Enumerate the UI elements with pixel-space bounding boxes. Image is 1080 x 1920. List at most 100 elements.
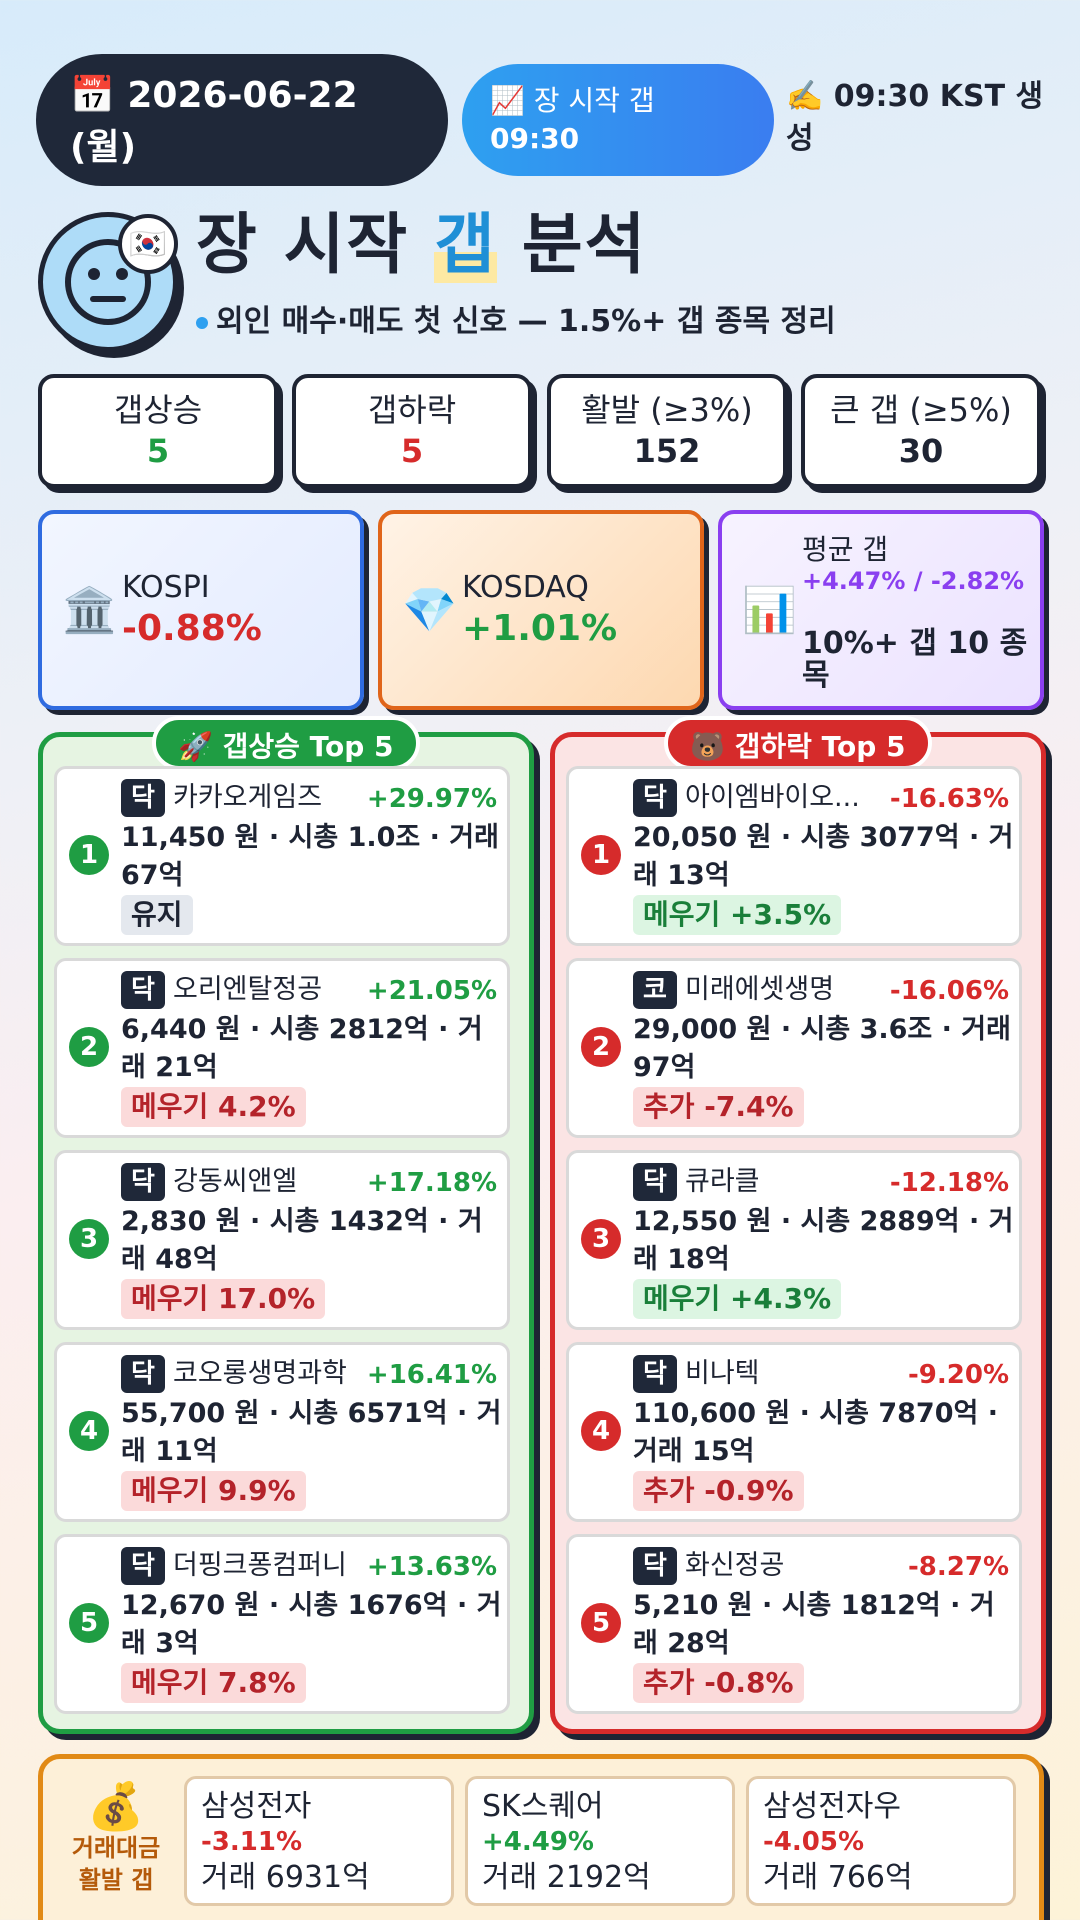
market-badge: 닥: [121, 971, 165, 1009]
gap-down-item: 3 닥 큐라클 -12.18% 12,550 원 · 시총 2889억 · 거래…: [566, 1150, 1022, 1330]
date-text: 📅 2026-06-22 (월): [70, 75, 358, 168]
gap-up-item: 1 닥 카카오게임즈 +29.97% 11,450 원 · 시총 1.0조 · …: [54, 766, 510, 946]
rank-badge: 3: [581, 1219, 621, 1259]
volume-stock-pct: +4.49%: [482, 1827, 594, 1857]
stat-label: 갭하락: [367, 391, 457, 429]
stat-gap-up: 갭상승 5: [38, 374, 278, 488]
stat-value: 5: [146, 432, 170, 470]
market-badge: 닥: [121, 1547, 165, 1585]
stock-info: 11,450 원 · 시총 1.0조 · 거래 67억: [121, 822, 499, 891]
status-chip: 메우기 17.0%: [121, 1279, 326, 1319]
gap-label: 📈 장 시작 갭: [490, 84, 655, 117]
stock-info: 6,440 원 · 시총 2812억 · 거래 21억: [121, 1014, 483, 1083]
avg-gap-value: +4.47% / -2.82%: [802, 567, 1025, 595]
stat-value: 5: [400, 432, 424, 470]
stock-gap-pct: -12.18%: [889, 1168, 1009, 1198]
stock-gap-pct: -9.20%: [908, 1360, 1009, 1390]
volume-label-line2: 활발 갭: [78, 1866, 154, 1894]
kosdaq-card: 💎 KOSDAQ +1.01%: [378, 510, 704, 710]
volume-label-line1: 거래대금: [71, 1834, 161, 1862]
gap-down-item: 2 코 미래에셋생명 -16.06% 29,000 원 · 시총 3.6조 · …: [566, 958, 1022, 1138]
gap-down-item: 4 닥 비나텍 -9.20% 110,600 원 · 시총 7870억 · 거래…: [566, 1342, 1022, 1522]
gap-up-item: 4 닥 코오롱생명과학 +16.41% 55,700 원 · 시총 6571억 …: [54, 1342, 510, 1522]
kospi-change: -0.88%: [122, 608, 262, 649]
volume-stock-volume: 거래 6931억: [201, 1860, 370, 1895]
stock-info: 20,050 원 · 시총 3077억 · 거래 13억: [633, 822, 1014, 891]
stock-gap-pct: -8.27%: [908, 1552, 1009, 1582]
stat-value: 152: [633, 432, 701, 470]
rank-badge: 4: [581, 1411, 621, 1451]
stock-name: 화신정공: [685, 1550, 785, 1581]
stock-name: 더핑크퐁컴퍼니: [173, 1550, 347, 1581]
volume-stock-volume: 거래 766억: [763, 1860, 913, 1895]
gap-up-item: 5 닥 더핑크퐁컴퍼니 +13.63% 12,670 원 · 시총 1676억 …: [54, 1534, 510, 1714]
kospi-card: 🏛️ KOSPI -0.88%: [38, 510, 364, 710]
volume-item: 삼성전자우 -4.05% 거래 766억: [746, 1776, 1016, 1906]
rank-badge: 2: [69, 1027, 109, 1067]
stock-name: 코오롱생명과학: [173, 1358, 347, 1389]
gap-time-pill: 📈 장 시작 갭 09:30: [462, 64, 774, 176]
avg-gap-label: 평균 갭: [802, 533, 889, 566]
rank-badge: 3: [69, 1219, 109, 1259]
stock-gap-pct: +29.97%: [366, 784, 497, 814]
bullet-dot-icon: [196, 316, 208, 329]
status-chip: 메우기 4.2%: [121, 1087, 306, 1127]
stock-name: 아이엠바이오...: [685, 782, 860, 813]
stock-gap-pct: +17.18%: [366, 1168, 497, 1198]
bank-icon: 🏛️: [62, 585, 117, 636]
stock-gap-pct: -16.06%: [889, 976, 1009, 1006]
stat-big-gap: 큰 갭 (≥5%) 30: [801, 374, 1041, 488]
stock-name: 강동씨앤엘: [173, 1166, 298, 1197]
subtitle-text: 외인 매수·매도 첫 신호 — 1.5%+ 갭 종목 정리: [216, 304, 836, 339]
gap-down-title: 🐻 갭하락 Top 5: [664, 716, 932, 770]
rank-badge: 5: [69, 1603, 109, 1643]
stat-gap-down: 갭하락 5: [292, 374, 532, 488]
status-chip: 메우기 +4.3%: [633, 1279, 842, 1319]
gap-up-item: 2 닥 오리엔탈정공 +21.05% 6,440 원 · 시총 2812억 · …: [54, 958, 510, 1138]
volume-stock-pct: -3.11%: [201, 1827, 302, 1857]
market-badge: 닥: [121, 1163, 165, 1201]
volume-item: SK스퀘어 +4.49% 거래 2192억: [465, 1776, 735, 1906]
status-chip: 메우기 9.9%: [121, 1471, 306, 1511]
stock-info: 110,600 원 · 시총 7870억 · 거래 15억: [633, 1398, 998, 1467]
avg-gap-note: 10%+ 갭 10 종목: [802, 626, 1028, 693]
money-bag-icon: 💰: [87, 1779, 145, 1833]
market-badge: 코: [633, 971, 677, 1009]
status-chip: 메우기 +3.5%: [633, 895, 842, 935]
status-chip: 유지: [121, 895, 193, 935]
volume-stock-volume: 거래 2192억: [482, 1860, 651, 1895]
gap-time: 09:30: [490, 122, 580, 155]
market-badge: 닥: [633, 1355, 677, 1393]
rank-badge: 4: [69, 1411, 109, 1451]
stock-gap-pct: +13.63%: [366, 1552, 497, 1582]
market-badge: 닥: [121, 779, 165, 817]
stock-info: 29,000 원 · 시총 3.6조 · 거래 97억: [633, 1014, 1011, 1083]
title-post: 분석: [496, 206, 648, 283]
stock-gap-pct: +21.05%: [366, 976, 497, 1006]
status-chip: 추가 -7.4%: [633, 1087, 804, 1127]
rank-badge: 1: [581, 835, 621, 875]
stock-info: 12,670 원 · 시총 1676억 · 거래 3억: [121, 1590, 502, 1659]
volume-label: 💰 거래대금 활발 갭: [56, 1780, 176, 1896]
stock-gap-pct: -16.63%: [889, 784, 1009, 814]
page-subtitle: 외인 매수·매도 첫 신호 — 1.5%+ 갭 종목 정리: [196, 302, 836, 342]
stock-info: 12,550 원 · 시총 2889억 · 거래 18억: [633, 1206, 1014, 1275]
volume-stock-name: 삼성전자: [201, 1789, 312, 1824]
volume-stock-name: 삼성전자우: [763, 1789, 901, 1824]
stock-name: 카카오게임즈: [173, 782, 323, 813]
bar-chart-icon: 📊: [742, 585, 797, 636]
status-chip: 추가 -0.8%: [633, 1663, 804, 1703]
kospi-label: KOSPI: [122, 570, 210, 605]
stock-name: 오리엔탈정공: [173, 974, 323, 1005]
stat-value: 30: [898, 432, 944, 470]
kosdaq-change: +1.01%: [462, 608, 618, 649]
status-chip: 메우기 7.8%: [121, 1663, 306, 1703]
gem-icon: 💎: [402, 585, 457, 636]
title-pre: 장 시작: [196, 206, 435, 283]
stat-active: 활발 (≥3%) 152: [547, 374, 787, 488]
stock-name: 미래에셋생명: [685, 974, 835, 1005]
page-title: 장 시작 갭 분석: [196, 202, 647, 288]
date-pill: 📅 2026-06-22 (월): [36, 54, 448, 186]
market-badge: 닥: [121, 1355, 165, 1393]
stock-info: 2,830 원 · 시총 1432억 · 거래 48억: [121, 1206, 483, 1275]
